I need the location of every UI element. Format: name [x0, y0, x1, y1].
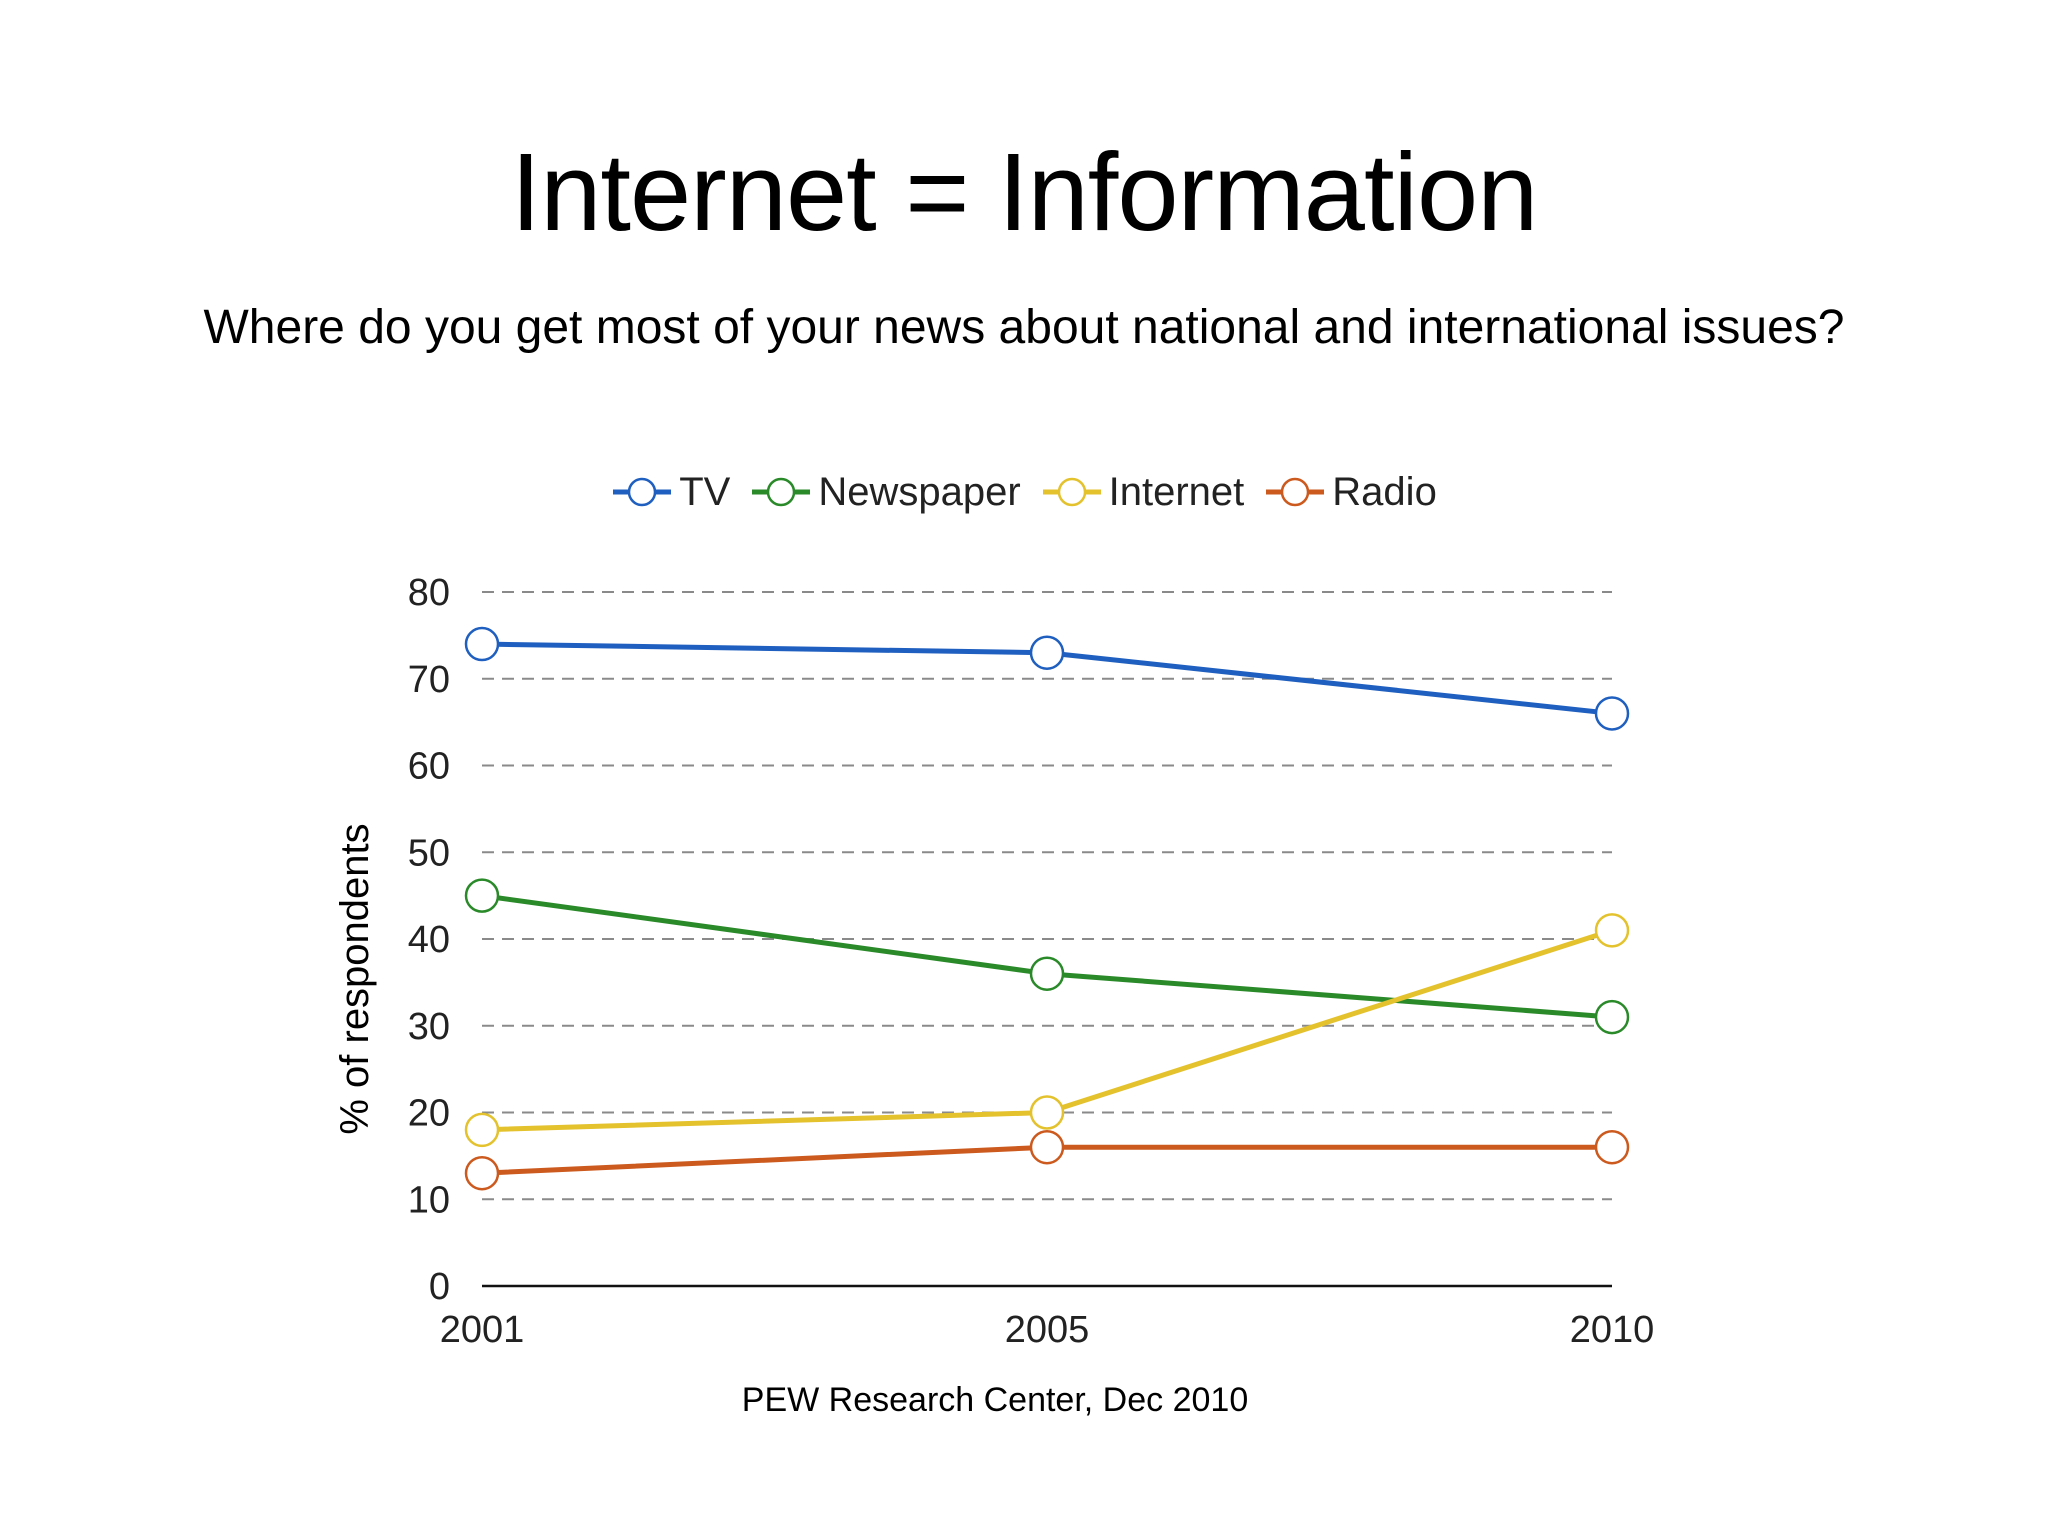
- legend-label: Radio: [1332, 469, 1437, 514]
- data-point-radio: [464, 1155, 500, 1191]
- data-point-internet: [1594, 913, 1630, 948]
- legend-marker-icon: [1041, 477, 1103, 507]
- y-tick-label: 30: [408, 1006, 450, 1048]
- data-points: [464, 626, 1630, 1191]
- legend-item-internet: Internet: [1041, 469, 1245, 515]
- y-tick-label: 70: [408, 659, 450, 701]
- legend-label: TV: [679, 469, 731, 514]
- legend-marker-icon: [750, 477, 812, 507]
- data-point-radio: [1029, 1129, 1065, 1165]
- legend-label: Internet: [1108, 469, 1245, 514]
- legend-label: Newspaper: [818, 469, 1021, 514]
- data-point-newspaper: [1029, 956, 1065, 991]
- y-axis-title: % of respondents: [333, 823, 377, 1134]
- legend-item-tv: TV: [611, 470, 730, 515]
- x-tick-label: 2010: [1570, 1309, 1655, 1351]
- slide-subtitle: Where do you get most of your news about…: [203, 301, 1845, 354]
- series-line-newspaper: [479, 893, 1615, 1020]
- legend-marker-icon: [1264, 477, 1326, 507]
- series-lines: [479, 641, 1615, 1176]
- data-point-radio: [1594, 1129, 1630, 1165]
- y-tick-label: 50: [408, 832, 450, 874]
- legend-marker-icon: [611, 477, 673, 507]
- data-point-newspaper: [464, 878, 500, 913]
- y-tick-label: 10: [408, 1179, 450, 1221]
- data-point-tv: [1594, 696, 1630, 731]
- y-tick-label: 0: [429, 1266, 450, 1308]
- tick-labels: 0 10 20 30 40 50 60 70 80 2001 2005 2010: [408, 572, 1655, 1351]
- chart-legend: TV Newspaper Internet Radio: [0, 462, 2048, 522]
- legend-item-newspaper: Newspaper: [750, 469, 1021, 515]
- slide-title: Internet = Information: [510, 131, 1539, 254]
- legend-item-radio: Radio: [1264, 470, 1437, 515]
- y-tick-label: 20: [408, 1093, 450, 1135]
- x-tick-label: 2005: [1005, 1309, 1090, 1351]
- y-tick-label: 40: [408, 919, 450, 961]
- data-point-newspaper: [1594, 999, 1630, 1035]
- data-point-internet: [464, 1112, 500, 1148]
- data-point-internet: [1029, 1095, 1065, 1130]
- data-point-tv: [1029, 635, 1065, 670]
- source-note: PEW Research Center, Dec 2010: [741, 1381, 1249, 1419]
- data-point-tv: [464, 626, 500, 662]
- grid-lines: [482, 591, 1612, 1201]
- y-tick-label: 60: [408, 746, 450, 788]
- x-tick-label: 2001: [440, 1309, 525, 1351]
- y-tick-label: 80: [408, 572, 450, 614]
